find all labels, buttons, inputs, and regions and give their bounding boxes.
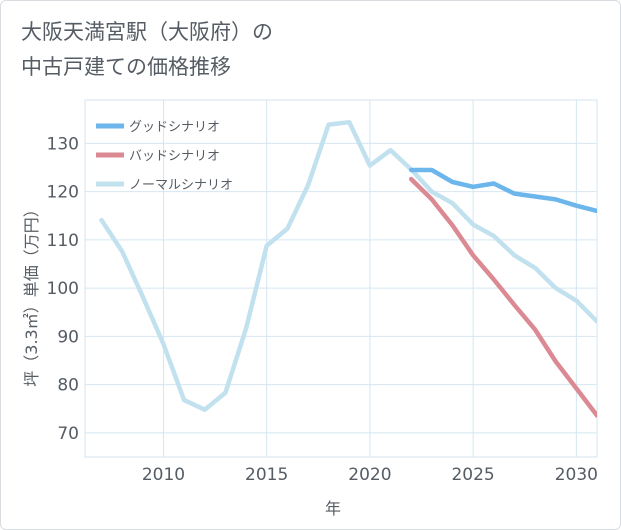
- y-tick-label: 100: [47, 279, 79, 299]
- y-tick-label: 120: [47, 183, 79, 203]
- y-tick-label: 70: [57, 424, 79, 444]
- x-tick-label: 2010: [142, 465, 185, 485]
- series-lines: [99, 119, 597, 418]
- legend-label: グッドシナリオ: [129, 120, 220, 135]
- y-axis-label: 坪（3.3㎡）単価（万円）: [22, 201, 41, 386]
- x-axis-label: 年: [325, 499, 341, 518]
- x-tick-label: 2030: [555, 465, 598, 485]
- legend-label: ノーマルシナリオ: [129, 178, 233, 193]
- legend-label: バッドシナリオ: [129, 149, 220, 164]
- tick-labels: 70 80 90 100 110 120 130 2010 2015 2020 2025 2030: [47, 134, 598, 485]
- series-line-1: [408, 176, 597, 418]
- series-line-2: [99, 119, 597, 412]
- chart-title: 大阪天満宮駅（大阪府）の 中古戸建ての価格推移: [21, 15, 273, 85]
- chart-title-line-2: 中古戸建ての価格推移: [21, 55, 231, 79]
- y-tick-label: 90: [57, 327, 79, 347]
- x-tick-label: 2015: [245, 465, 288, 485]
- series-line-0: [408, 167, 597, 214]
- x-tick-label: 2020: [348, 465, 391, 485]
- y-tick-label: 80: [57, 376, 79, 396]
- y-tick-label: 110: [47, 231, 79, 251]
- x-tick-label: 2025: [451, 465, 494, 485]
- chart-title-line-1: 大阪天満宮駅（大阪府）の: [21, 20, 273, 44]
- plot-area: [84, 99, 598, 458]
- y-tick-label: 130: [47, 134, 79, 154]
